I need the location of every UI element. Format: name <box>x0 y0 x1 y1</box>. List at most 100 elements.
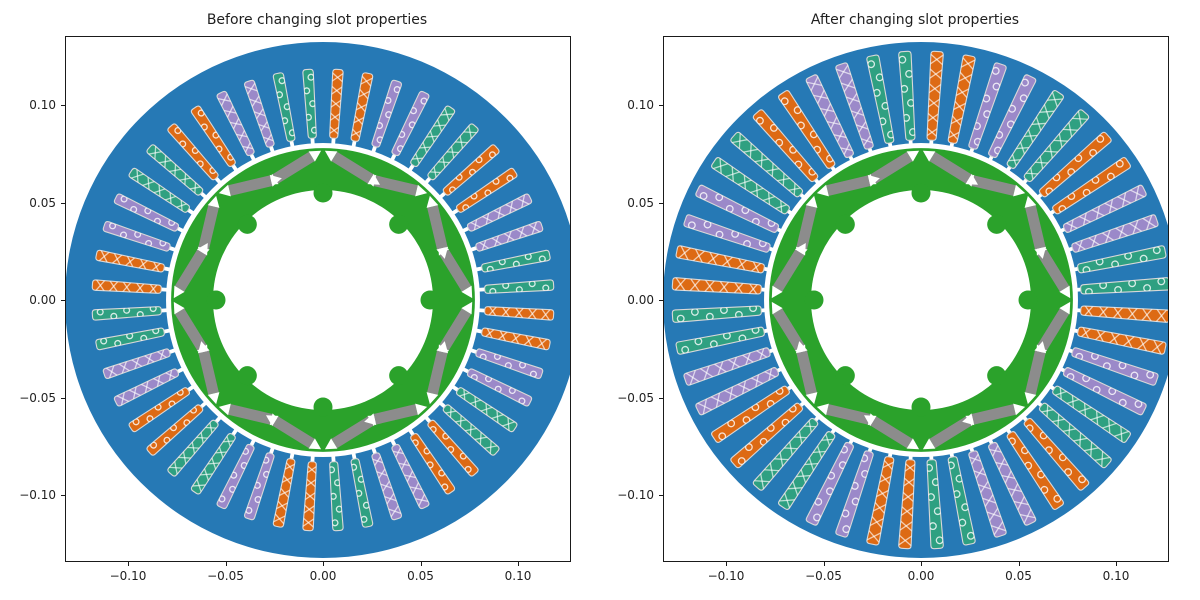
y-tick-mark <box>659 495 663 496</box>
shaft-scallop <box>206 290 226 310</box>
axes-before: −0.10 −0.05 0.00 0.05 0.10 0.10 0.05 0.00 −0.05 −… <box>19 36 571 583</box>
x-tick-label: 0.05 <box>1005 569 1032 583</box>
shaft-scallop <box>420 290 440 310</box>
shaft-scallop <box>389 214 409 234</box>
y-tick-mark <box>659 202 663 204</box>
x-tick-label: 0.10 <box>504 569 532 583</box>
flux-barrier <box>965 173 978 185</box>
stator-slot <box>1076 325 1167 355</box>
flux-barrier <box>795 341 808 354</box>
flux-barrier <box>1024 195 1037 208</box>
magnet-bar <box>796 205 817 250</box>
flux-barrier <box>218 403 231 416</box>
flux-barrier <box>197 341 210 354</box>
rotor-pole <box>364 341 449 426</box>
flux-barrier <box>436 341 449 354</box>
flux-barrier <box>364 413 377 426</box>
flux-barrier <box>269 174 282 187</box>
flux-barrier <box>426 392 439 405</box>
rotor-pole <box>962 341 1047 426</box>
flux-barrier <box>461 285 473 299</box>
shaft-scallop <box>987 214 1007 234</box>
shaft-scallop <box>1018 290 1038 310</box>
x-tick-label: −0.05 <box>207 569 244 583</box>
flux-barrier <box>308 150 322 162</box>
stator-slot <box>427 419 479 477</box>
flux-barrier <box>415 403 428 416</box>
flux-barrier <box>1013 403 1026 416</box>
x-tick-label: −0.05 <box>805 569 842 583</box>
magnet-bar <box>772 308 805 351</box>
flux-barrier <box>864 415 877 427</box>
magnet-bar <box>772 249 805 292</box>
magnet-bar <box>331 151 374 184</box>
flux-barrier <box>196 243 208 256</box>
magnet-bar <box>826 404 871 425</box>
y-tick-mark <box>61 300 65 301</box>
flux-barrier <box>266 415 279 427</box>
stator-slot <box>146 404 204 456</box>
rotor-pole <box>795 174 880 259</box>
x-tick-mark <box>726 562 727 566</box>
flux-barrier <box>415 184 428 197</box>
shaft-scallop <box>835 366 855 386</box>
slot-opening <box>159 308 171 313</box>
flux-barrier <box>1024 392 1037 405</box>
x-tick-mark <box>1018 562 1020 566</box>
flux-barrier <box>324 150 338 162</box>
slot-opening <box>310 452 315 464</box>
shaft-scallop <box>911 397 931 417</box>
flux-barrier <box>906 150 920 162</box>
x-tick-mark <box>518 562 519 566</box>
stator-slot <box>968 62 1007 150</box>
flux-barrier <box>805 195 818 208</box>
stator-slot <box>946 54 976 145</box>
flux-barrier <box>426 195 439 208</box>
shaft-hole <box>811 190 1031 410</box>
flux-barrier <box>906 438 920 450</box>
shaft-scallop <box>835 214 855 234</box>
shaft-hole <box>213 190 433 410</box>
shaft-scallop <box>804 290 824 310</box>
flux-barrier <box>805 392 818 405</box>
shaft-scallop <box>313 397 333 417</box>
rotor-pole <box>864 150 978 203</box>
flux-barrier <box>324 438 338 450</box>
shaft-scallop <box>389 366 409 386</box>
shaft-scallop <box>987 366 1007 386</box>
magnet-bar <box>826 175 871 196</box>
stator-slot <box>947 456 976 546</box>
magnet-bar <box>1025 205 1046 250</box>
rotor-pole <box>864 397 978 450</box>
rotor <box>769 148 1073 452</box>
shaft-scallop <box>237 366 257 386</box>
x-tick-mark <box>1116 562 1117 566</box>
slot-opening <box>475 308 487 313</box>
stator-winding <box>671 50 1168 550</box>
machine-plot-before <box>66 42 570 558</box>
magnet-bar <box>331 416 374 449</box>
y-tick-label: 0.10 <box>627 98 654 112</box>
y-tick-mark <box>61 105 65 106</box>
stator-slot <box>410 432 456 495</box>
rotor-pole <box>795 341 880 426</box>
stator-slot <box>484 279 555 295</box>
x-tick-mark <box>225 562 227 566</box>
flux-barrier <box>367 173 380 185</box>
x-tick-label: 0.00 <box>907 569 935 583</box>
shaft-scallop <box>313 183 333 203</box>
machine-plot-after <box>664 42 1168 558</box>
winding-hatch <box>973 66 1001 146</box>
stator-slot <box>730 402 804 469</box>
magnet-bar <box>272 416 315 449</box>
rotor-pole <box>364 174 449 259</box>
magnet-bar <box>272 151 315 184</box>
magnet-bar <box>228 404 273 425</box>
stator-slot <box>1006 431 1064 510</box>
stator-slot <box>302 68 318 139</box>
x-tick-mark <box>128 562 129 566</box>
y-tick-label: −0.10 <box>617 488 654 502</box>
magnet-bar <box>174 308 207 351</box>
flux-barrier <box>207 392 220 405</box>
magnet-bar <box>971 175 1016 196</box>
